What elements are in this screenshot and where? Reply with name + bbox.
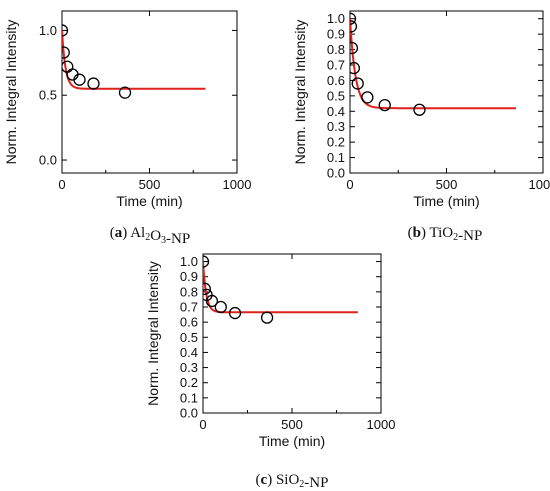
panel-caption: (a) Al2O3-NP: [110, 225, 190, 247]
y-tick-label: 0.9: [180, 269, 198, 284]
data-point: [378, 98, 391, 112]
x-tick-label: 1000: [223, 177, 252, 192]
y-tick-label: 0.9: [327, 27, 345, 42]
data-point: [62, 60, 74, 73]
data-point: [203, 282, 211, 295]
data-point: [413, 103, 426, 116]
plot-frame: [349, 10, 544, 174]
y-tick-label: 0.6: [180, 315, 198, 330]
data-point: [62, 24, 69, 37]
data-point: [228, 306, 242, 320]
y-tick-label: 0.3: [327, 119, 345, 134]
data-point: [87, 77, 100, 90]
fit-curve: [62, 30, 206, 90]
data-point: [350, 20, 358, 33]
x-tick-label: 0: [199, 417, 206, 432]
data-point: [73, 73, 86, 86]
x-tick-label: 1000: [529, 177, 550, 192]
fit-curve: [203, 261, 358, 314]
y-tick-label: 0.6: [327, 73, 345, 88]
x-tick-label: 0: [346, 177, 353, 192]
plot-frame: [202, 253, 382, 414]
y-axis-label: Norm. Integral Intensity: [145, 261, 161, 406]
y-tick-label: 0.8: [327, 42, 345, 57]
plot-data: [62, 24, 206, 99]
x-tick-label: 1000: [367, 417, 396, 432]
panel-2: 0 500 1000 0.00.10.20.30.40.50.60.70.80.91.…: [145, 253, 396, 491]
y-tick-label: 0.2: [327, 135, 345, 150]
x-tick-label: 500: [281, 417, 303, 432]
y-tick-label: 0.8: [180, 284, 198, 299]
data-point: [118, 86, 132, 99]
x-tick-label: 500: [436, 177, 458, 192]
panel-1: 0 500 1000 0.00.10.20.30.40.50.60.70.80.91.…: [292, 10, 550, 244]
y-tick-label: 0.5: [327, 88, 345, 103]
x-axis-label: Time (min): [259, 433, 325, 449]
y-tick-label: 0.2: [180, 375, 198, 390]
data-point: [205, 294, 219, 308]
y-tick-label: 0.0: [327, 166, 345, 181]
data-point: [351, 77, 364, 90]
y-tick-label: 0.0: [39, 153, 57, 168]
y-tick-label: 0.4: [180, 345, 198, 360]
y-tick-label: 0.3: [180, 360, 198, 375]
y-tick-label: 0.4: [327, 104, 345, 119]
x-axis-label: Time (min): [116, 193, 182, 209]
y-tick-label: 0.5: [180, 330, 198, 345]
panel-0: 0 500 1000 0.0 0.5 1.0 Time (min) Norm. Integra…: [3, 10, 252, 247]
plot-data: [203, 255, 358, 324]
data-point: [214, 300, 227, 314]
y-axis-label: Norm. Integral Intensity: [292, 20, 308, 165]
y-axis-label: Norm. Integral Intensity: [3, 20, 19, 165]
y-tick-label: 1.0: [327, 11, 345, 26]
data-point: [203, 255, 210, 268]
y-tick-label: 1.0: [39, 23, 57, 38]
y-tick-label: 0.5: [39, 88, 57, 103]
y-tick-label: 0.1: [180, 390, 198, 405]
plot-frame: [61, 10, 238, 174]
x-tick-label: 0: [58, 177, 65, 192]
panel-caption: (b) TiO2-NP: [408, 225, 483, 244]
fit-curve: [350, 18, 516, 110]
data-point: [350, 61, 361, 75]
x-tick-label: 500: [139, 177, 161, 192]
y-tick-label: 1.0: [180, 254, 198, 269]
panel-caption: (c) SiO2-NP: [256, 472, 329, 491]
plot-data: [350, 12, 516, 116]
data-point: [62, 46, 70, 59]
x-axis-label: Time (min): [413, 193, 479, 209]
y-tick-label: 0.1: [327, 150, 345, 165]
data-point: [350, 12, 357, 25]
data-point: [260, 311, 274, 324]
y-tick-label: 0.0: [180, 406, 198, 421]
y-tick-label: 0.7: [327, 58, 345, 73]
data-point: [350, 41, 359, 55]
y-tick-label: 0.7: [180, 300, 198, 315]
data-point: [361, 91, 374, 104]
